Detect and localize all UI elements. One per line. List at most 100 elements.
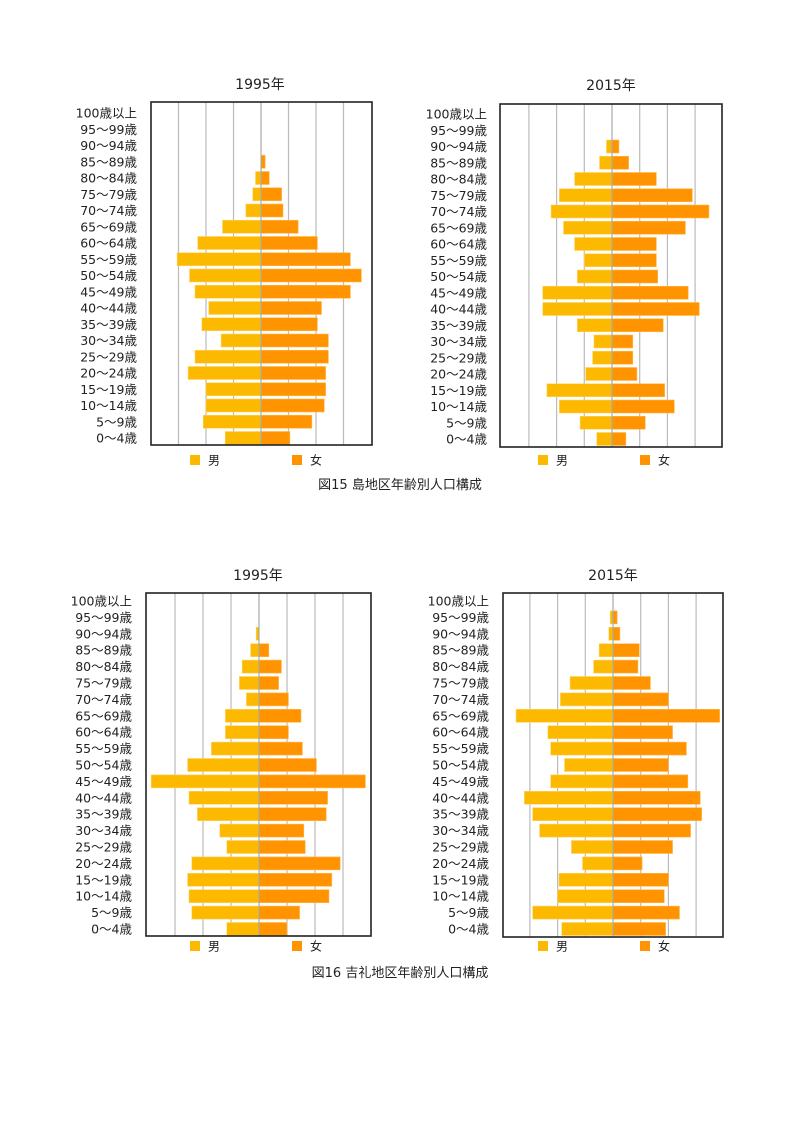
bar-female-3: [611, 155, 629, 170]
age-label: 50～54歳: [80, 268, 137, 283]
age-label: 30～34歳: [80, 333, 137, 348]
bar-female-15: [611, 350, 634, 365]
age-label: 0～4歳: [448, 922, 489, 937]
bar-female-7: [612, 708, 720, 723]
age-label: 65～69歳: [80, 219, 137, 234]
bar-male-11: [194, 284, 262, 299]
bar-female-9: [612, 741, 687, 756]
bar-male-20: [561, 922, 614, 936]
age-label: 45～49歳: [432, 774, 489, 789]
bar-female-4: [612, 659, 639, 674]
figure-caption-15: 図15 島地区年齢別人口構成: [318, 478, 482, 493]
bar-male-9: [550, 741, 614, 756]
bar-female-18: [611, 399, 675, 414]
bar-female-8: [611, 237, 657, 251]
bar-male-9: [211, 741, 260, 756]
bar-female-13: [258, 807, 327, 822]
bar-male-10: [564, 758, 614, 772]
bar-male-6: [246, 692, 260, 707]
bar-female-7: [611, 220, 686, 235]
plot-frame: [499, 103, 723, 448]
legend-label-male: 男: [208, 940, 220, 954]
bar-male-14: [593, 334, 613, 349]
legend-label-female: 女: [310, 939, 322, 954]
age-label: 0～4歳: [446, 432, 487, 447]
bar-male-14: [219, 823, 260, 838]
bar-male-20: [596, 432, 613, 446]
age-label: 20～24歳: [432, 856, 489, 871]
bar-male-17: [205, 382, 262, 397]
bar-female-5: [258, 676, 279, 690]
bar-female-14: [258, 823, 305, 838]
bar-female-16: [260, 366, 326, 380]
age-label: 75～79歳: [432, 676, 489, 691]
bar-male-8: [574, 237, 613, 251]
bar-female-1: [612, 610, 618, 625]
bar-male-9: [176, 252, 262, 267]
bar-female-3: [612, 643, 640, 658]
bar-male-16: [582, 856, 614, 871]
bar-male-15: [592, 350, 613, 365]
age-label: 30～34歳: [75, 823, 132, 838]
bar-female-11: [260, 284, 351, 299]
age-label: 75～79歳: [430, 188, 487, 203]
bar-female-4: [258, 659, 282, 674]
bar-female-19: [612, 905, 680, 920]
age-label: 55～59歳: [430, 253, 487, 268]
age-label: 35～39歳: [432, 807, 489, 822]
age-label: 15～19歳: [432, 872, 489, 887]
age-label: 15～19歳: [75, 872, 132, 887]
bar-female-9: [260, 252, 351, 267]
bar-female-6: [611, 204, 710, 219]
age-label: 85～89歳: [75, 643, 132, 658]
bar-male-11: [542, 285, 613, 300]
age-label: 95～99歳: [80, 122, 137, 137]
chart-title-3: 1995年: [233, 568, 283, 584]
bar-female-12: [611, 302, 700, 316]
age-label: 65～69歳: [432, 708, 489, 723]
age-label: 50～54歳: [430, 269, 487, 284]
bar-male-18: [559, 399, 613, 414]
age-label: 60～64歳: [80, 236, 137, 251]
age-label: 25～29歳: [80, 349, 137, 364]
age-label: 80～84歳: [432, 659, 489, 674]
bar-male-16: [191, 856, 260, 871]
bar-male-7: [225, 708, 260, 723]
bar-female-5: [611, 188, 693, 203]
bar-male-17: [187, 872, 260, 887]
legend-swatch-female: [640, 455, 650, 465]
plot-frame: [502, 592, 724, 938]
bar-male-13: [197, 807, 260, 822]
age-label: 0～4歳: [96, 431, 137, 446]
legend-label-female: 女: [310, 453, 322, 468]
bar-male-8: [225, 725, 260, 740]
bar-female-18: [258, 889, 330, 904]
age-label: 45～49歳: [80, 284, 137, 299]
age-label: 60～64歳: [432, 725, 489, 740]
bar-female-20: [258, 922, 288, 936]
bar-female-14: [612, 823, 691, 838]
bar-female-15: [612, 840, 673, 854]
age-label: 95～99歳: [432, 610, 489, 625]
age-label: 5～9歳: [446, 415, 487, 430]
bar-female-9: [258, 741, 303, 756]
age-label: 70～74歳: [75, 692, 132, 707]
age-label: 90～94歳: [80, 138, 137, 153]
bar-male-12: [542, 302, 613, 316]
bar-male-6: [245, 203, 262, 218]
bar-male-10: [189, 268, 262, 283]
age-label: 80～84歳: [75, 659, 132, 674]
bar-female-20: [611, 432, 627, 446]
bar-female-8: [258, 725, 289, 740]
bar-female-2: [611, 139, 620, 154]
bar-female-11: [611, 285, 689, 300]
age-label: 50～54歳: [75, 758, 132, 773]
bar-male-9: [583, 253, 613, 268]
bar-female-5: [612, 676, 651, 690]
bar-male-13: [201, 317, 262, 332]
bar-female-19: [611, 415, 646, 430]
bar-male-5: [252, 187, 262, 202]
age-label: 65～69歳: [430, 220, 487, 235]
bar-male-5: [239, 676, 260, 690]
bar-male-12: [188, 790, 260, 805]
